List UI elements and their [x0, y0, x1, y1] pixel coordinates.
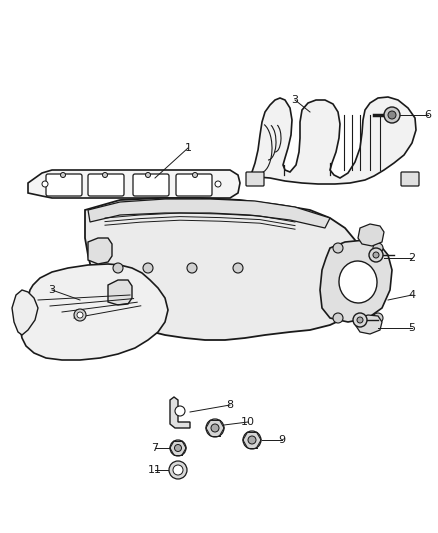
- Ellipse shape: [339, 261, 377, 303]
- Circle shape: [206, 419, 224, 437]
- Circle shape: [173, 465, 183, 475]
- Polygon shape: [356, 315, 382, 334]
- Polygon shape: [88, 238, 112, 264]
- Circle shape: [357, 317, 363, 323]
- Circle shape: [373, 243, 383, 253]
- Circle shape: [353, 313, 367, 327]
- Text: 4: 4: [409, 290, 416, 300]
- Circle shape: [77, 312, 83, 318]
- Circle shape: [60, 173, 66, 177]
- Polygon shape: [28, 170, 240, 198]
- Circle shape: [174, 445, 181, 451]
- Circle shape: [384, 107, 400, 123]
- Polygon shape: [108, 280, 132, 305]
- FancyBboxPatch shape: [401, 172, 419, 186]
- Text: 8: 8: [226, 400, 233, 410]
- Polygon shape: [358, 224, 384, 246]
- Polygon shape: [88, 199, 330, 228]
- Text: 6: 6: [424, 110, 431, 120]
- Circle shape: [145, 173, 151, 177]
- Text: 3: 3: [292, 95, 299, 105]
- Circle shape: [333, 243, 343, 253]
- Circle shape: [143, 263, 153, 273]
- Text: 1: 1: [184, 143, 191, 153]
- Circle shape: [373, 252, 379, 258]
- Circle shape: [388, 111, 396, 119]
- Circle shape: [169, 461, 187, 479]
- Circle shape: [74, 309, 86, 321]
- Text: 7: 7: [152, 443, 159, 453]
- Circle shape: [187, 263, 197, 273]
- FancyBboxPatch shape: [133, 174, 169, 196]
- FancyBboxPatch shape: [246, 172, 264, 186]
- Circle shape: [170, 440, 186, 456]
- Circle shape: [102, 173, 107, 177]
- Polygon shape: [85, 198, 370, 340]
- Text: 9: 9: [279, 435, 286, 445]
- Circle shape: [215, 181, 221, 187]
- Circle shape: [248, 436, 256, 444]
- FancyBboxPatch shape: [46, 174, 82, 196]
- Polygon shape: [320, 240, 392, 322]
- Circle shape: [243, 431, 261, 449]
- Polygon shape: [170, 397, 190, 428]
- Polygon shape: [12, 290, 38, 335]
- Circle shape: [192, 173, 198, 177]
- Text: 11: 11: [148, 465, 162, 475]
- Circle shape: [113, 263, 123, 273]
- Circle shape: [211, 424, 219, 432]
- Circle shape: [175, 406, 185, 416]
- Text: 2: 2: [409, 253, 416, 263]
- Circle shape: [233, 263, 243, 273]
- Text: 10: 10: [241, 417, 255, 427]
- Circle shape: [333, 313, 343, 323]
- Polygon shape: [248, 97, 416, 184]
- Circle shape: [369, 248, 383, 262]
- FancyBboxPatch shape: [176, 174, 212, 196]
- Circle shape: [42, 181, 48, 187]
- Text: 3: 3: [49, 285, 56, 295]
- FancyBboxPatch shape: [88, 174, 124, 196]
- Text: 5: 5: [409, 323, 416, 333]
- Circle shape: [373, 313, 383, 323]
- Polygon shape: [20, 264, 168, 360]
